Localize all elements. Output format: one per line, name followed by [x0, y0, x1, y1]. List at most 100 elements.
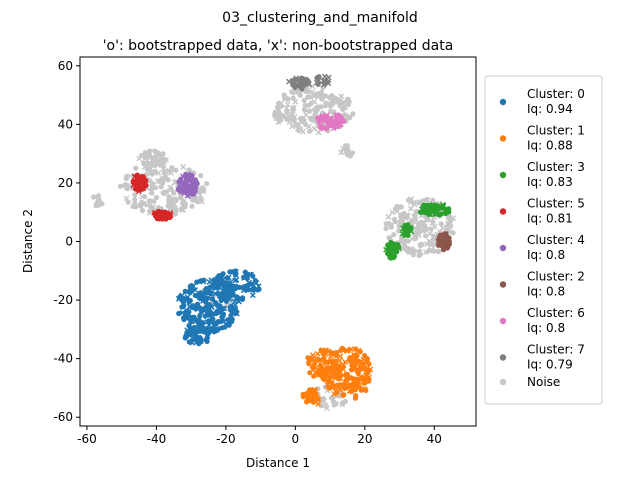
data-point	[205, 295, 211, 301]
data-point	[204, 181, 210, 187]
legend-iq: Iq: 0.94	[527, 102, 573, 116]
legend-item-cluster-6: Cluster: 6Iq: 0.8	[499, 306, 585, 335]
data-point	[326, 385, 332, 391]
data-point	[222, 280, 228, 286]
data-point	[186, 309, 192, 315]
data-point	[299, 119, 305, 125]
y-axis-ticks: -60 -40 -20 0 20 40 60	[53, 59, 80, 424]
data-point	[180, 206, 186, 213]
data-point	[301, 97, 307, 104]
data-point	[276, 103, 282, 109]
data-point	[250, 287, 256, 293]
data-point	[321, 78, 328, 85]
data-point	[210, 327, 217, 333]
data-point	[435, 237, 441, 243]
data-point	[215, 326, 222, 332]
data-point	[281, 92, 287, 98]
data-point	[307, 128, 313, 134]
data-point	[327, 375, 333, 381]
data-point	[330, 396, 337, 403]
data-point	[305, 94, 311, 100]
legend-item-cluster-3: Cluster: 3Iq: 0.83	[499, 160, 585, 189]
data-point	[307, 370, 313, 376]
data-point	[364, 356, 370, 362]
data-point	[318, 104, 324, 110]
series-cluster-1	[300, 345, 374, 407]
data-point	[300, 76, 306, 82]
data-point	[410, 199, 417, 206]
legend-marker	[499, 317, 507, 325]
data-point	[450, 230, 456, 236]
data-point	[396, 228, 402, 234]
data-point	[173, 167, 179, 173]
data-point	[117, 183, 123, 189]
data-point	[362, 378, 368, 385]
data-point	[275, 119, 282, 126]
data-point	[329, 380, 335, 386]
data-point	[353, 393, 359, 399]
data-point	[309, 83, 316, 90]
data-point	[146, 209, 153, 216]
data-point	[132, 196, 138, 203]
series-cluster-7	[286, 73, 332, 92]
legend-iq: Iq: 0.8	[527, 321, 565, 335]
data-point	[149, 182, 155, 189]
x-axis-ticks: -60 -40 -20 0 20 40	[77, 426, 442, 446]
legend-label: Cluster: 0	[527, 87, 585, 101]
data-point	[284, 116, 290, 122]
data-point	[133, 204, 139, 210]
legend-label: Cluster: 1	[527, 124, 585, 138]
data-point	[306, 102, 312, 108]
data-point	[412, 248, 418, 254]
data-point	[424, 241, 430, 248]
data-point	[134, 172, 140, 178]
data-point	[125, 199, 131, 205]
data-point	[250, 273, 256, 279]
data-point	[306, 390, 312, 396]
x-tick-label: 20	[357, 432, 372, 446]
data-point	[225, 274, 232, 281]
x-tick-label: 40	[427, 432, 442, 446]
legend-iq: Iq: 0.88	[527, 139, 573, 153]
data-point	[307, 108, 313, 114]
data-point	[197, 337, 204, 343]
data-point	[200, 294, 206, 300]
scatter-points	[91, 73, 457, 412]
y-tick-label: 0	[65, 235, 73, 249]
legend-marker	[499, 378, 507, 386]
data-point	[326, 115, 333, 122]
data-point	[200, 278, 207, 285]
data-point	[166, 203, 172, 209]
data-point	[219, 317, 225, 324]
data-point	[407, 205, 414, 212]
data-point	[402, 228, 408, 234]
data-point	[431, 242, 437, 248]
data-point	[317, 122, 324, 129]
data-point	[354, 353, 360, 359]
data-point	[326, 100, 333, 107]
data-point	[219, 287, 226, 294]
data-point	[198, 173, 204, 179]
data-point	[426, 210, 432, 217]
data-point	[291, 118, 297, 124]
data-point	[305, 81, 312, 88]
data-point	[350, 111, 356, 117]
data-point	[416, 252, 422, 258]
data-point	[255, 283, 262, 290]
series-cluster-6	[315, 112, 347, 132]
data-point	[392, 219, 398, 225]
data-point	[303, 112, 310, 119]
data-point	[243, 283, 249, 289]
data-point	[158, 214, 165, 221]
data-point	[338, 149, 345, 156]
data-point	[236, 284, 242, 290]
legend-label: Cluster: 7	[527, 343, 585, 357]
y-tick-label: 60	[58, 59, 73, 73]
data-point	[194, 301, 201, 307]
data-point	[338, 93, 345, 100]
data-point	[416, 200, 422, 206]
data-point	[412, 219, 419, 226]
data-point	[428, 226, 434, 232]
data-point	[228, 307, 234, 313]
data-point	[153, 159, 159, 165]
